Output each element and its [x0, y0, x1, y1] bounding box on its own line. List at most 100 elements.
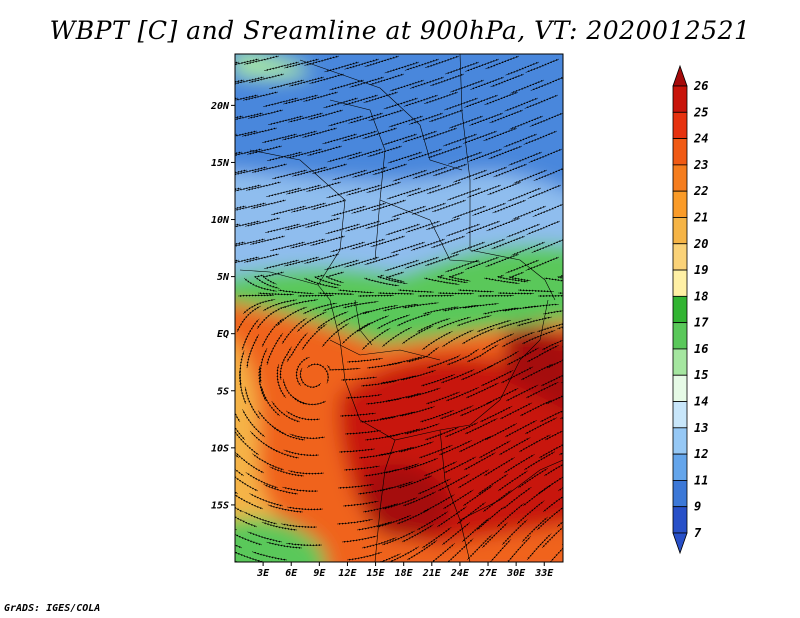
streamline	[248, 73, 285, 83]
streamline	[235, 532, 243, 549]
x-tick-label: 27E	[478, 568, 498, 579]
streamline	[490, 73, 525, 88]
streamline	[427, 145, 463, 159]
colorbar-box	[672, 217, 688, 245]
streamline	[251, 551, 288, 561]
streamline	[426, 181, 462, 195]
streamline	[282, 299, 318, 309]
streamline	[343, 465, 380, 471]
streamline	[397, 475, 432, 489]
streamline	[287, 506, 324, 511]
streamline	[485, 55, 520, 70]
streamline	[543, 458, 563, 477]
streamline	[249, 493, 284, 507]
streamline	[536, 321, 563, 333]
streamline	[247, 531, 283, 543]
x-tick-label: 30E	[506, 568, 526, 579]
streamline	[532, 202, 563, 217]
y-tick-label: 5S	[217, 386, 229, 397]
streamline	[362, 127, 398, 139]
streamline	[366, 181, 402, 193]
y-tick-label: 15N	[211, 158, 230, 169]
streamline	[527, 184, 562, 199]
streamline	[484, 91, 519, 106]
streamline	[364, 253, 400, 265]
streamline	[519, 399, 553, 417]
streamline	[244, 217, 281, 227]
streamline	[561, 346, 563, 348]
colorbar-label: 24	[693, 132, 708, 146]
streamline	[269, 466, 305, 477]
colorbar-label: 9	[694, 500, 701, 514]
streamline	[243, 511, 278, 525]
streamline	[342, 301, 379, 309]
colorbar-box	[672, 111, 688, 139]
y-tick-label: 10S	[211, 443, 229, 454]
streamline	[241, 127, 278, 137]
streamline	[312, 163, 348, 174]
colorbar-box	[672, 374, 688, 402]
streamline	[493, 163, 528, 178]
colorbar-box	[672, 243, 688, 271]
streamline	[526, 220, 561, 235]
x-tick-label: 21E	[422, 568, 442, 579]
streamline	[304, 253, 340, 264]
x-tick-label: 9E	[313, 568, 326, 579]
streamline	[566, 387, 599, 401]
colorbar-box	[672, 427, 688, 455]
streamline	[558, 439, 563, 456]
streamline	[317, 292, 355, 296]
streamline	[424, 55, 460, 69]
streamline	[406, 346, 440, 363]
colorbar-box	[672, 164, 688, 192]
colorbar-label: 18	[694, 289, 708, 303]
streamline	[525, 58, 560, 73]
streamline	[539, 407, 563, 423]
streamline	[488, 145, 523, 160]
x-tick-label: 15E	[367, 568, 386, 579]
streamline	[251, 163, 288, 173]
colorbar-label: 11	[694, 473, 708, 487]
streamline	[457, 469, 490, 489]
streamline	[448, 271, 471, 282]
colorbar-label: 16	[694, 342, 708, 356]
streamline	[342, 500, 379, 507]
colorbar-box	[672, 138, 688, 166]
streamline	[486, 217, 521, 232]
streamline	[339, 412, 376, 417]
streamline	[246, 145, 283, 155]
streamline	[487, 181, 522, 196]
y-tick-label: 5N	[217, 272, 230, 283]
streamline	[285, 410, 321, 421]
streamline	[235, 493, 244, 513]
streamline	[363, 91, 399, 103]
streamline	[365, 217, 401, 229]
streamline	[235, 472, 239, 495]
streamline	[560, 369, 563, 384]
streamline	[524, 94, 559, 109]
streamline	[541, 336, 563, 351]
streamline	[305, 217, 341, 228]
streamline	[340, 376, 377, 381]
colorbar-label: 22	[693, 184, 708, 198]
colorbar-label: 26	[693, 79, 708, 93]
streamline	[368, 109, 404, 121]
streamline	[236, 305, 261, 333]
streamline	[306, 181, 342, 192]
streamline	[310, 235, 346, 246]
streamline	[288, 470, 325, 475]
streamlines	[235, 55, 599, 562]
streamline	[544, 424, 563, 441]
streamline	[520, 363, 554, 381]
streamline	[396, 313, 431, 327]
colorbar-box	[672, 453, 688, 481]
streamline	[456, 315, 492, 327]
streamline	[364, 55, 400, 67]
colorbar-label: 13	[694, 421, 708, 435]
streamline	[559, 405, 563, 420]
streamline	[306, 363, 330, 384]
colorbar-label: 14	[694, 395, 708, 409]
streamline	[521, 330, 556, 345]
streamline	[492, 199, 527, 214]
streamline	[338, 448, 375, 453]
